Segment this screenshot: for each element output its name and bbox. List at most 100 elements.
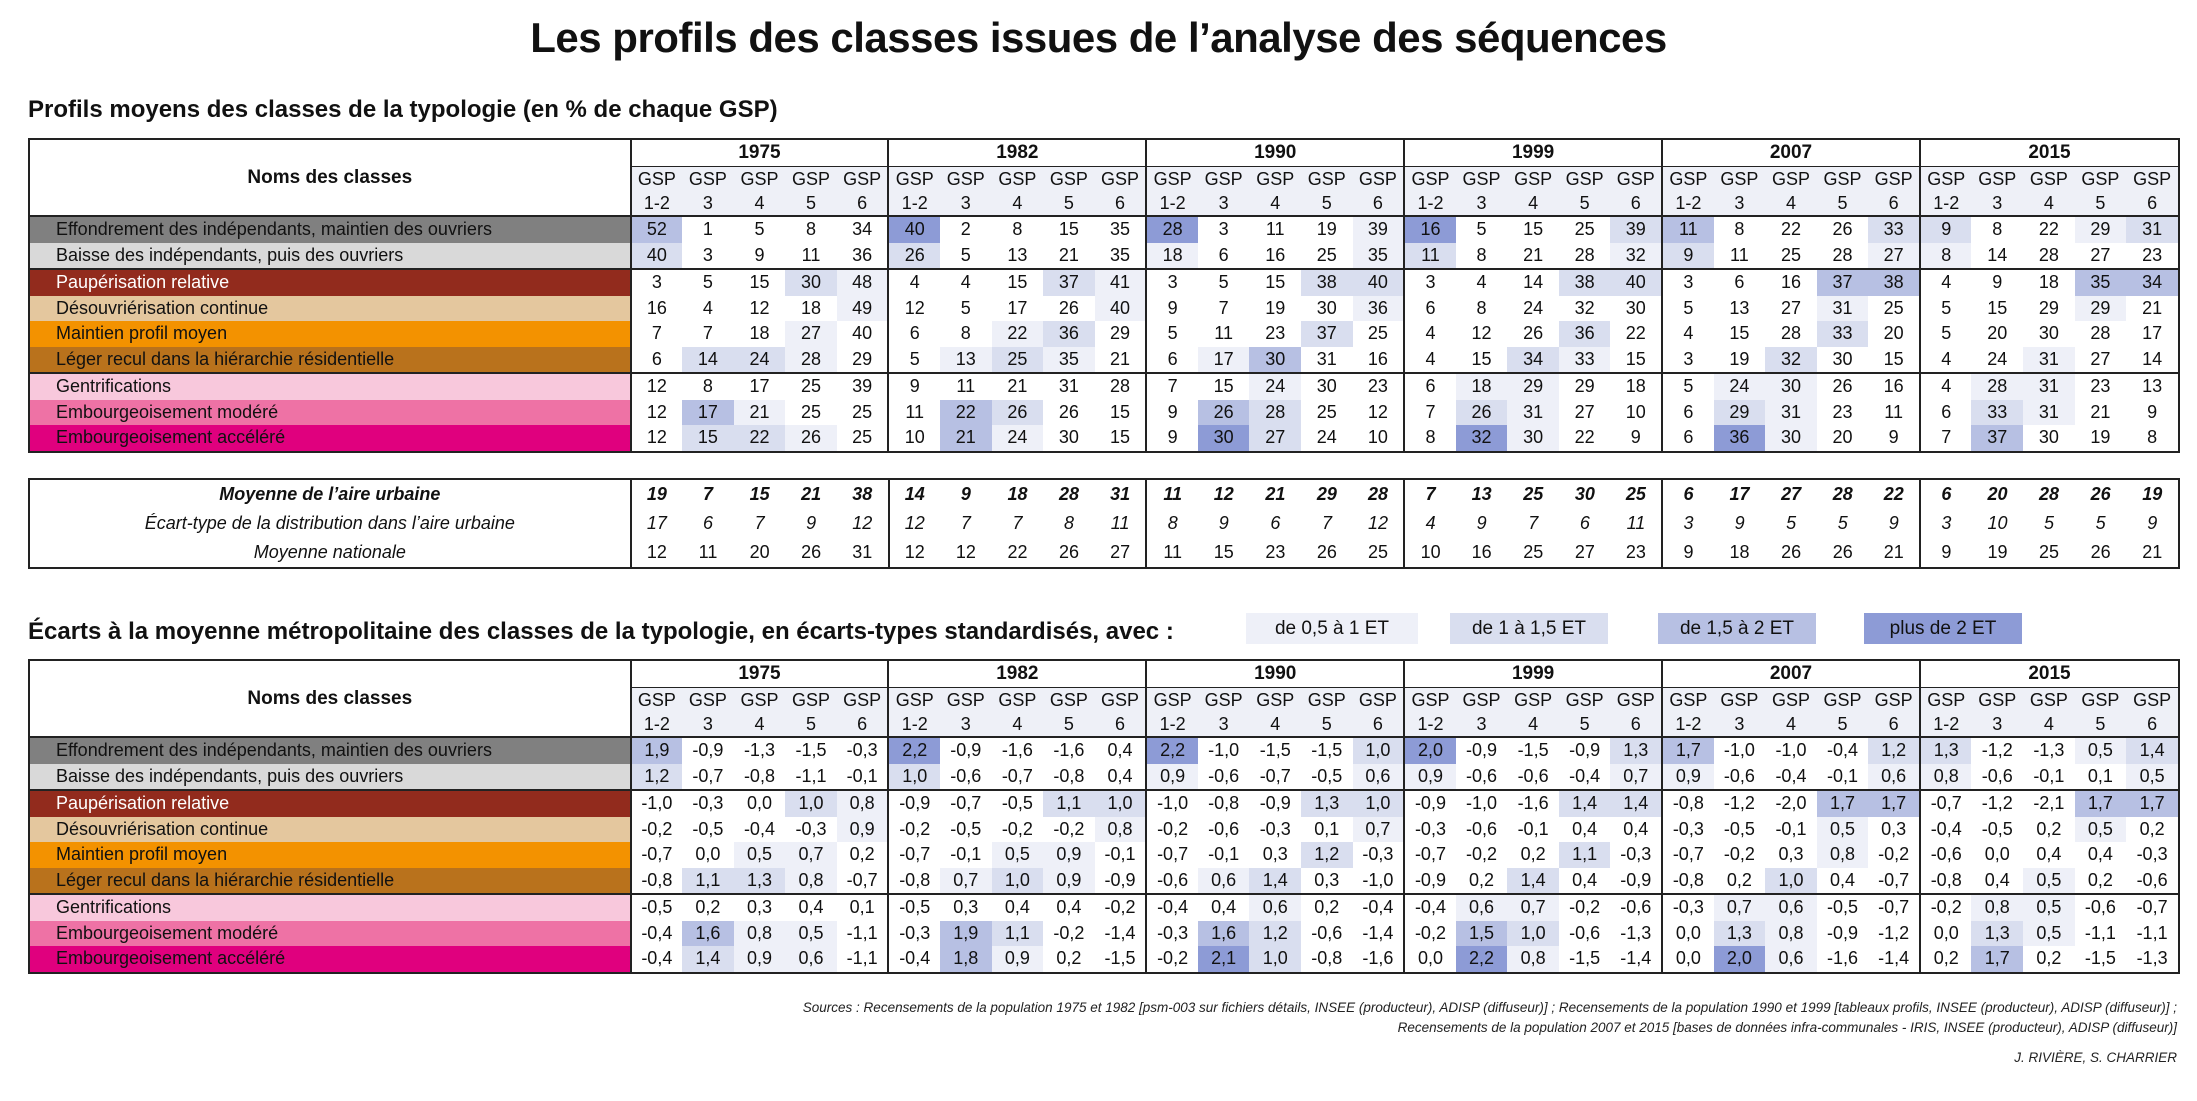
profile-cell: 8 <box>1476 297 1487 318</box>
stat-cell: 21 <box>1883 542 1904 562</box>
stat-row: Moyenne de l’aire urbaine 19 7 15 21 38 14 9 18 2… <box>30 480 2178 509</box>
profile-cell: 18 <box>1455 372 1508 400</box>
gsp-header-number: 1-2 <box>887 191 940 216</box>
deviation-cell: -1,2 <box>1713 789 1766 817</box>
profile-cell: 3 <box>630 268 683 296</box>
profile-cell: 12 <box>1367 401 1388 422</box>
year-header-1982: 1982 <box>887 661 1147 688</box>
deviation-cell: -0,2 <box>1053 818 1085 839</box>
profile-cell: 19 <box>1729 348 1750 369</box>
deviation-cell: 1,1 <box>1043 789 1095 817</box>
profile-cell: 37 <box>1971 425 2024 451</box>
table-row: Maintien profil moyen -0,7 0,0 0,5 0,7 0,2 -0,… <box>30 842 2178 868</box>
deviation-cell: -0,6 <box>1610 893 1663 921</box>
stat-cell: 26 <box>1316 542 1337 562</box>
deviation-cell: 0,9 <box>733 946 786 972</box>
stats-table-box: Moyenne de l’aire urbaine 19 7 15 21 38 14 9 18 2… <box>28 478 2180 569</box>
gsp-header-number: 4 <box>1507 712 1559 737</box>
deviation-cell: 0,8 <box>836 789 889 817</box>
stat-row: Écart-type de la distribution dans l’air… <box>30 509 2178 538</box>
stat-cell: 7 <box>1321 513 1332 533</box>
deviation-cell: -0,9 <box>887 789 940 817</box>
deviation-cell: 0,4 <box>1623 818 1649 839</box>
deviation-cell: -0,5 <box>950 818 982 839</box>
gsp-header-number: 5 <box>785 191 837 216</box>
profile-cell: 28 <box>2038 244 2059 265</box>
profile-cell: 17 <box>1007 297 1028 318</box>
profile-cell: 8 <box>1476 244 1487 265</box>
profile-cell: 3 <box>1197 215 1250 243</box>
stat-cell: 20 <box>749 542 770 562</box>
year-header-1975: 1975 <box>630 661 889 688</box>
profile-cell: 11 <box>1884 401 1903 422</box>
deviation-cell: -0,6 <box>1145 867 1198 894</box>
deviation-cell: 0,5 <box>2074 736 2127 764</box>
table-row: Embourgeoisement accéléré 12 15 22 26 25 10 21 2… <box>30 425 2178 451</box>
deviation-cell: 0,3 <box>1262 844 1288 865</box>
deviation-cell: 0,0 <box>1984 844 2010 865</box>
gsp-header: GSP <box>1300 687 1353 712</box>
profile-cell: 18 <box>749 323 770 344</box>
gsp-header: GSP <box>939 687 992 712</box>
sources-note: Sources : Recensements de la population … <box>802 1000 2177 1035</box>
profile-cell: 10 <box>1625 401 1646 422</box>
gsp-header-number: 1-2 <box>630 712 683 737</box>
profile-cell: 24 <box>1316 427 1337 448</box>
stat-cell: 7 <box>754 513 765 533</box>
profile-cell: 40 <box>1610 268 1663 296</box>
profile-cell: 21 <box>2090 401 2111 422</box>
profile-cell: 16 <box>1367 348 1388 369</box>
deviation-cell: -0,8 <box>1661 867 1714 894</box>
deviation-cell: -0,3 <box>1661 816 1714 842</box>
gsp-header-number: 6 <box>1094 191 1147 216</box>
deviation-cell: 0,5 <box>2074 816 2127 842</box>
profile-cell: 4 <box>939 268 992 296</box>
gsp-header: GSP <box>2023 166 2075 191</box>
profile-cell: 35 <box>1043 346 1095 373</box>
profile-cell: 22 <box>733 425 786 451</box>
profile-cell: 17 <box>1197 346 1250 373</box>
deviation-cell: 0,4 <box>2036 844 2062 865</box>
profile-cell: 31 <box>2023 399 2075 425</box>
deviation-cell: 0,1 <box>836 893 889 921</box>
deviation-cell: -0,6 <box>1311 922 1343 943</box>
deviation-cell: -1,1 <box>795 765 827 786</box>
section2-title: Écarts à la moyenne métropolitaine des c… <box>28 618 1174 645</box>
deviation-cell: -0,3 <box>795 818 827 839</box>
legend-item-0: de 0,5 à 1 ET <box>1246 613 1418 644</box>
profile-cell: 30 <box>1197 425 1250 451</box>
deviation-cell: 1,0 <box>1352 789 1405 817</box>
profile-cell: 5 <box>1661 295 1714 321</box>
profile-cell: 52 <box>630 215 683 243</box>
stat-cell: 31 <box>1110 484 1131 504</box>
legend-item-1: de 1 à 1,5 ET <box>1450 613 1608 644</box>
deviation-cell: -0,2 <box>1053 922 1085 943</box>
stat-cell: 11 <box>1626 513 1646 533</box>
deviation-cell: -1,5 <box>1249 736 1301 764</box>
class-name-1: Baisse des indépendants, puis des ouvrie… <box>30 763 632 790</box>
deviation-cell: 1,0 <box>785 789 837 817</box>
deviation-cell: -0,5 <box>1981 818 2013 839</box>
deviation-cell: -0,7 <box>1145 842 1198 868</box>
deviation-cell: -0,9 <box>1104 869 1136 890</box>
profile-cell: 7 <box>651 323 662 344</box>
deviation-cell: 0,8 <box>1971 893 2024 921</box>
deviation-cell: -0,4 <box>743 818 775 839</box>
year-header-1999: 1999 <box>1403 661 1663 688</box>
deviation-cell: -0,4 <box>1816 736 1869 764</box>
profile-cell: 28 <box>1971 372 2024 400</box>
table-row: Désouvriérisation continue -0,2 -0,5 -0,4 -0… <box>30 816 2178 842</box>
profile-cell: 31 <box>2126 215 2178 243</box>
profile-cell: 8 <box>1713 215 1766 243</box>
gsp-header-number: 1-2 <box>1403 712 1456 737</box>
deviation-cell: -0,8 <box>1197 789 1250 817</box>
profile-cell: 9 <box>1145 295 1198 321</box>
gsp-header: GSP <box>1455 166 1508 191</box>
profile-cell: 17 <box>682 399 734 425</box>
class-name-3: Désouvriérisation continue <box>30 816 632 842</box>
deviation-cell: -0,6 <box>1981 765 2013 786</box>
profile-cell: 41 <box>1094 268 1147 296</box>
gsp-header-number: 5 <box>1816 191 1869 216</box>
profile-cell: 25 <box>1780 244 1801 265</box>
table-row: Désouvriérisation continue 16 4 12 18 49 12 5 17… <box>30 295 2178 321</box>
